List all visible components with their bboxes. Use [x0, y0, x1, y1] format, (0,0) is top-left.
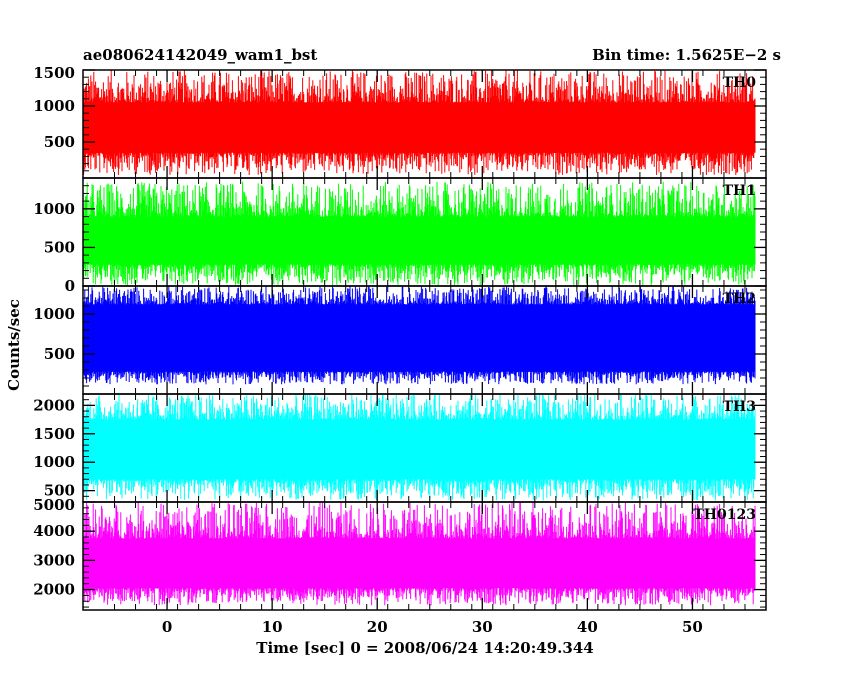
series-label-th2: TH2 — [723, 291, 756, 307]
trace-core-th2 — [83, 314, 756, 362]
y-tick-label: 5000 — [33, 496, 75, 514]
series-label-th1: TH1 — [723, 183, 756, 199]
y-tick-label: 1000 — [33, 97, 75, 115]
trace-core-th3 — [83, 426, 756, 473]
x-axis: 0 10 20 30 40 50 — [162, 618, 703, 636]
y-tick-label: 3000 — [33, 551, 75, 569]
panel-frame — [82, 501, 767, 611]
y-axis-title: Counts/sec — [5, 299, 23, 391]
x-tick-label: 30 — [472, 618, 493, 636]
x-tick-label: 40 — [577, 618, 598, 636]
trace-core-th1 — [83, 225, 756, 256]
panel-th1: 0 500 1000 TH1 — [33, 177, 767, 295]
y-tick-label: 500 — [44, 345, 75, 363]
panel-th3: 500 1000 1500 2000 TH3 — [33, 393, 767, 503]
chart-title-left: ae080624142049_wam1_bst — [83, 46, 317, 64]
y-tick-label: 500 — [44, 238, 75, 256]
y-tick-label: 1500 — [33, 425, 75, 443]
trace-core-th0123 — [83, 541, 756, 585]
y-tick-label: 1000 — [33, 453, 75, 471]
x-tick-label: 20 — [367, 618, 388, 636]
series-label-th0123: TH0123 — [693, 507, 756, 523]
panel-th2: 500 1000 TH2 — [33, 285, 767, 395]
y-tick-label: 1000 — [33, 305, 75, 323]
panel-th0123: 2000 3000 4000 5000 TH0123 — [33, 496, 767, 611]
series-label-th0: TH0 — [723, 75, 757, 91]
y-tick-label: 2000 — [33, 396, 75, 414]
y-tick-label: 2000 — [33, 581, 75, 599]
y-tick-label: 0 — [65, 277, 75, 295]
y-tick-label: 1000 — [33, 200, 75, 218]
x-tick-label: 0 — [162, 618, 172, 636]
y-tick-label: 4000 — [33, 522, 75, 540]
series-label-th3: TH3 — [723, 399, 756, 415]
x-tick-label: 10 — [262, 618, 283, 636]
x-tick-label: 50 — [682, 618, 703, 636]
y-tick-label: 1500 — [33, 64, 75, 82]
panels-group: 500 1000 1500 TH0 0 500 1000 TH1 500 1000 TH2 500 10… — [33, 64, 767, 611]
x-axis-title: Time [sec] 0 = 2008/06/24 14:20:49.344 — [256, 639, 593, 657]
y-tick-label: 500 — [44, 133, 75, 151]
chart-title-right: Bin time: 1.5625E−2 s — [592, 46, 781, 64]
trace-core-th0 — [83, 111, 756, 145]
y-tick-label: 500 — [44, 482, 75, 500]
panel-th0: 500 1000 1500 TH0 — [33, 64, 767, 179]
